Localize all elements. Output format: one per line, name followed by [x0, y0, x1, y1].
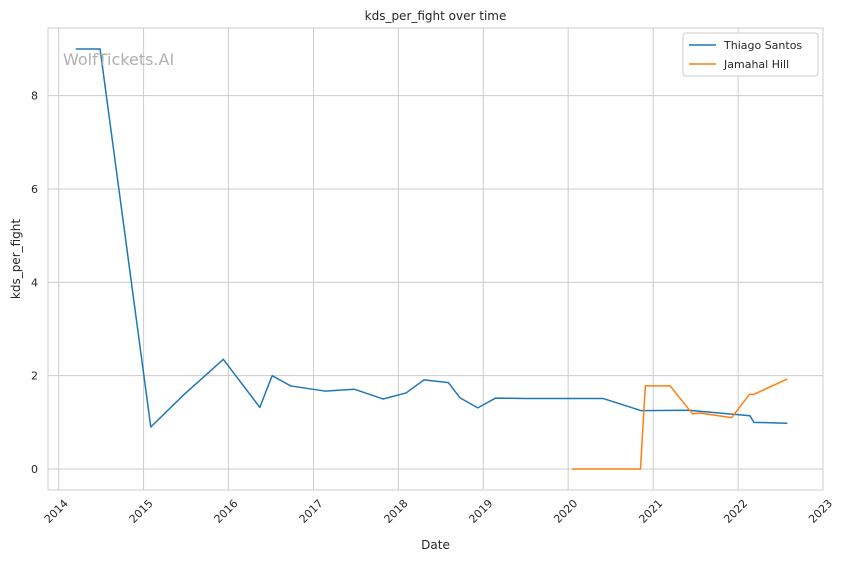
x-tick-label: 2016 — [212, 497, 241, 526]
plot-area-frame — [47, 27, 824, 491]
x-tick-label: 2015 — [127, 497, 156, 526]
y-tick-label: 0 — [31, 463, 38, 476]
y-axis-label: kds_per_fight — [9, 219, 23, 300]
y-tick-label: 4 — [31, 276, 38, 289]
x-tick-label: 2023 — [806, 497, 835, 526]
x-tick-label: 2020 — [551, 497, 580, 526]
x-tick-label: 2022 — [721, 497, 750, 526]
grid-layer — [48, 28, 824, 490]
legend-label: Thiago Santos — [723, 39, 802, 52]
series-line-jamahal-hill — [572, 378, 788, 470]
series-line-thiago-santos — [75, 48, 788, 428]
legend-label: Jamahal Hill — [723, 58, 789, 71]
y-tick-label: 2 — [31, 370, 38, 383]
x-tick-labels: 2014 2015 2016 2017 2018 2019 2020 2021 2022 2023 — [42, 497, 835, 526]
x-tick-label: 2014 — [42, 497, 71, 526]
y-tick-label: 6 — [31, 183, 38, 196]
x-tick-label: 2021 — [636, 497, 665, 526]
legend: Thiago Santos Jamahal Hill — [682, 32, 819, 77]
series-layer — [75, 48, 788, 470]
x-axis-label: Date — [421, 538, 450, 552]
y-tick-labels: 0 2 4 6 8 — [31, 90, 38, 476]
x-tick-label: 2018 — [382, 497, 411, 526]
x-tick-label: 2019 — [466, 497, 495, 526]
y-tick-label: 8 — [31, 90, 38, 103]
legend-box — [682, 32, 819, 77]
watermark: WolfTickets.AI — [63, 50, 174, 69]
x-tick-label: 2017 — [297, 497, 326, 526]
chart-title: kds_per_fight over time — [365, 9, 507, 23]
